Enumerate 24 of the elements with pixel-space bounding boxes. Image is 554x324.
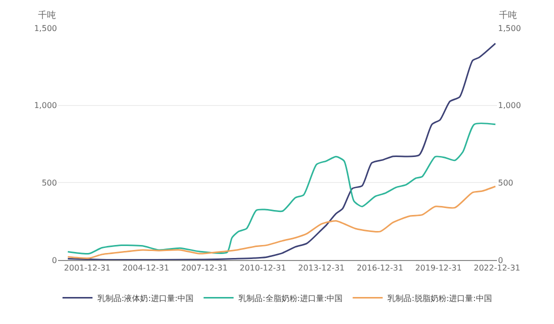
x-tick-label: 2019-12-31: [415, 264, 462, 273]
y2-axis-title: 千吨: [499, 10, 517, 21]
x-tick-label: 2010-12-31: [240, 264, 286, 273]
line-series: [67, 122, 496, 254]
line-series: [67, 186, 496, 259]
x-tick-label: 2022-12-31: [474, 264, 520, 273]
y-tick-label: 1,000: [34, 101, 57, 110]
y2-tick-label: 1,000: [498, 101, 521, 110]
y-tick-label: 0: [52, 256, 57, 265]
x-tick-label: 2016-12-31: [356, 264, 404, 273]
y-axis-title: 千吨: [38, 10, 56, 21]
legend-label: 乳制品:脱脂奶粉:进口量:中国: [388, 294, 492, 303]
legend-label: 乳制品:液体奶:进口量:中国: [98, 294, 194, 303]
x-tick-label: 2001-12-31: [64, 264, 111, 273]
y-tick-label: 500: [42, 178, 57, 188]
y2-tick-label: 500: [498, 178, 514, 188]
x-tick-label: 2013-12-31: [298, 264, 345, 273]
y2-tick-label: 1,500: [498, 24, 521, 33]
x-tick-label: 2007-12-31: [181, 264, 228, 273]
line-series: [67, 42, 496, 260]
y-tick-label: 1,500: [34, 24, 57, 33]
legend-label: 乳制品:全脂奶粉:进口量:中国: [238, 294, 343, 303]
y2-tick-label: 0: [498, 256, 504, 265]
x-tick-label: 2004-12-31: [122, 264, 170, 273]
